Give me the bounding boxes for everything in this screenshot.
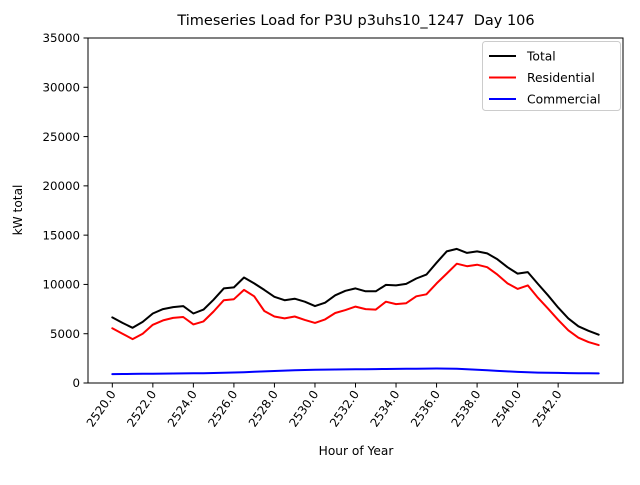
legend-item-residential: Residential — [489, 71, 595, 85]
legend-label-total: Total — [526, 50, 556, 64]
y-tick-label: 0 — [72, 376, 80, 390]
series-line-commercial — [111, 367, 600, 376]
x-axis-label: Hour of Year — [319, 444, 395, 458]
y-tick-label: 15000 — [42, 228, 80, 242]
y-tick-label: 5000 — [50, 327, 80, 341]
legend-item-total: Total — [489, 50, 556, 64]
y-axis-label: kW total — [11, 185, 25, 236]
legend-box — [482, 41, 621, 111]
plot-frame — [87, 37, 624, 384]
chart-title: Timeseries Load for P3U p3uhs10_1247 Day… — [176, 13, 534, 29]
legend-item-commercial: Commercial — [489, 93, 601, 107]
y-tick-label: 20000 — [42, 179, 80, 193]
series-line-residential — [111, 262, 600, 347]
legend: Total Residential Commercial — [482, 41, 621, 111]
legend-label-commercial: Commercial — [527, 93, 601, 107]
y-axis-ticks: 0 5000 10000 15000 20000 25000 30000 35000 — [42, 31, 88, 390]
y-tick-label: 25000 — [42, 130, 80, 144]
y-tick-label: 30000 — [42, 80, 80, 94]
series-line-total — [111, 247, 600, 336]
y-tick-label: 10000 — [42, 278, 80, 292]
y-tick-label: 35000 — [42, 31, 80, 45]
series-lines — [111, 247, 600, 376]
legend-label-residential: Residential — [527, 71, 595, 85]
